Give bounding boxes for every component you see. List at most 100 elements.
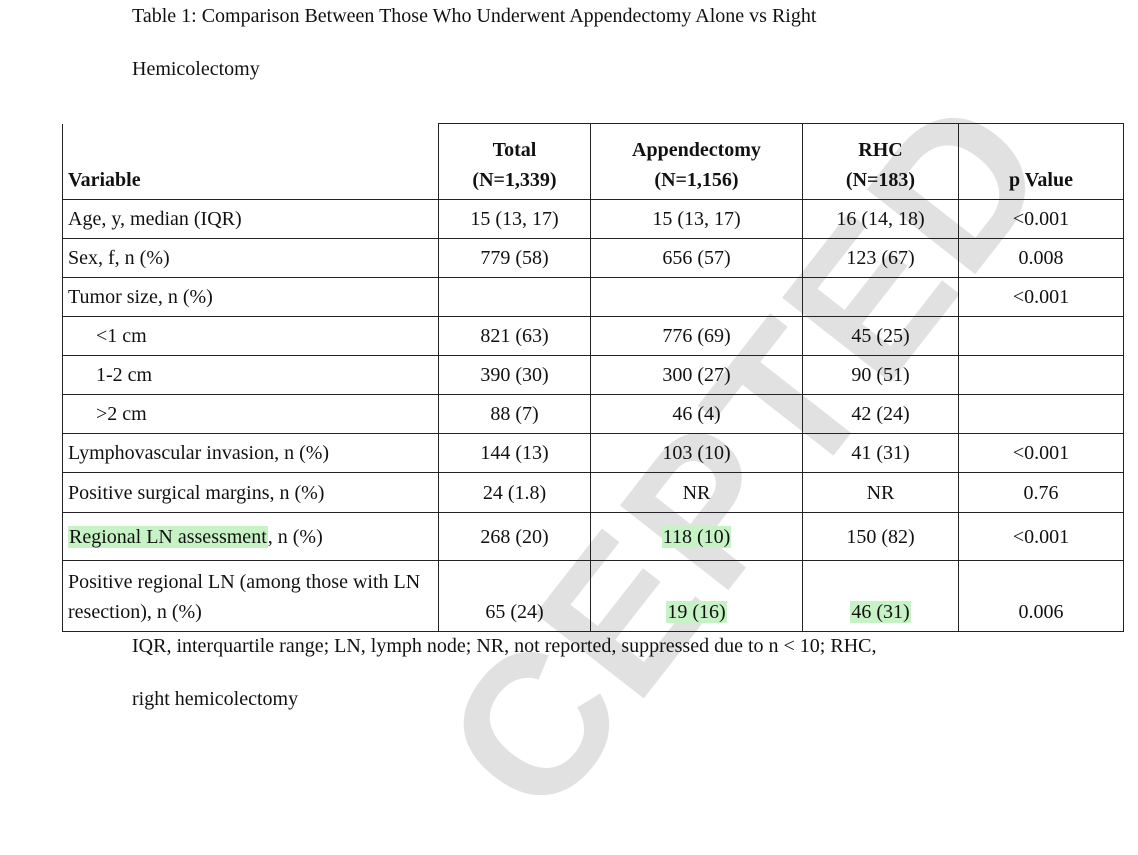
header-row: Variable Total (N=1,339) Appendectomy (N=1,1… <box>62 123 1124 200</box>
table-row: >2 cm 88 (7) 46 (4) 42 (24) <box>62 394 1124 434</box>
highlighted-text: Regional LN assessment <box>68 525 268 548</box>
cell-text: <0.001 <box>1012 442 1070 464</box>
value-cell: 90 (51) <box>802 355 959 395</box>
title-line: Hemicolectomy <box>132 58 260 80</box>
value-cell: 123 (67) <box>802 238 959 278</box>
value-cell: <0.001 <box>958 512 1124 561</box>
variable-cell: <1 cm <box>62 316 439 356</box>
value-cell: 779 (58) <box>438 238 591 278</box>
value-cell: <0.001 <box>958 199 1124 239</box>
cell-text: 1-2 cm <box>96 364 153 386</box>
value-cell: 821 (63) <box>438 316 591 356</box>
cell-text: <0.001 <box>1012 286 1070 308</box>
cell-text: 24 (1.8) <box>482 481 547 504</box>
cell-text: Sex, f, n (%) <box>68 247 170 269</box>
table-row: <1 cm 821 (63) 776 (69) 45 (25) <box>62 316 1124 356</box>
header-text: Appendectomy <box>632 139 761 161</box>
value-cell <box>438 277 591 317</box>
value-cell: 24 (1.8) <box>438 472 591 513</box>
table: Variable Total (N=1,339) Appendectomy (N=1,1… <box>62 123 1124 632</box>
footnote-line: IQR, interquartile range; LN, lymph node… <box>132 635 877 657</box>
header-cell: Appendectomy (N=1,156) <box>590 123 803 200</box>
cell-text: 300 (27) <box>662 364 731 386</box>
page: Table 1: Comparison Between Those Who Un… <box>62 5 1124 853</box>
highlighted-text: 118 (10) <box>661 525 732 548</box>
cell-text: 42 (24) <box>851 403 910 425</box>
value-cell: 15 (13, 17) <box>438 199 591 239</box>
value-cell: 390 (30) <box>438 355 591 395</box>
value-cell: 118 (10) <box>590 512 803 561</box>
value-cell: 0.76 <box>958 472 1124 513</box>
cell-text: 103 (10) <box>662 442 731 464</box>
cell-text: 16 (14, 18) <box>836 208 925 230</box>
cell-text: Age, y, median (IQR) <box>68 208 242 230</box>
value-cell: NR <box>802 472 959 513</box>
variable-cell: Regional LN assessment, n (%) <box>62 512 439 561</box>
title-line: Table 1: Comparison Between Those Who Un… <box>132 5 817 27</box>
value-cell: NR <box>590 472 803 513</box>
cell-text: 15 (13, 17) <box>470 208 559 230</box>
header-text: (N=183) <box>845 169 916 191</box>
header-text: (N=1,156) <box>654 169 739 191</box>
value-cell: 16 (14, 18) <box>802 199 959 239</box>
cell-text: >2 cm <box>96 403 147 425</box>
value-cell: 144 (13) <box>438 433 591 473</box>
cell-text: 656 (57) <box>662 247 731 269</box>
value-cell <box>958 394 1124 434</box>
value-cell <box>590 277 803 317</box>
cell-text: NR <box>866 481 895 504</box>
variable-cell: Positive regional LN (among those with L… <box>62 560 439 632</box>
variable-cell: >2 cm <box>62 394 439 434</box>
cell-text: 0.006 <box>1018 601 1064 623</box>
table-row: 1-2 cm 390 (30) 300 (27) 90 (51) <box>62 355 1124 395</box>
value-cell: 41 (31) <box>802 433 959 473</box>
value-cell: 45 (25) <box>802 316 959 356</box>
value-cell: 88 (7) <box>438 394 591 434</box>
cell-text: <0.001 <box>1012 525 1070 548</box>
table-row: Sex, f, n (%) 779 (58) 656 (57) 123 (67) 0.0… <box>62 238 1124 278</box>
variable-cell: Lymphovascular invasion, n (%) <box>62 433 439 473</box>
variable-cell: 1-2 cm <box>62 355 439 395</box>
variable-cell: Sex, f, n (%) <box>62 238 439 278</box>
cell-text: 0.76 <box>1023 481 1059 504</box>
cell-text: 150 (82) <box>846 525 915 548</box>
cell-text: Positive surgical margins, n (%) <box>68 481 325 504</box>
value-cell: 42 (24) <box>802 394 959 434</box>
table-row: Age, y, median (IQR) 15 (13, 17) 15 (13, 1… <box>62 199 1124 239</box>
header-text: Total <box>492 139 537 161</box>
table-row: Positive surgical margins, n (%) 24 (1.8)… <box>62 472 1124 513</box>
variable-cell: Tumor size, n (%) <box>62 277 439 317</box>
value-cell <box>958 355 1124 395</box>
cell-text: 390 (30) <box>480 364 549 386</box>
header-text: RHC <box>858 139 903 161</box>
table-row: Regional LN assessment, n (%) 268 (20) 118… <box>62 512 1124 561</box>
header-cell: p Value <box>958 123 1124 200</box>
cell-text: 46 (4) <box>672 403 721 425</box>
cell-text: 821 (63) <box>480 325 549 347</box>
value-cell: 776 (69) <box>590 316 803 356</box>
variable-cell: Positive surgical margins, n (%) <box>62 472 439 513</box>
cell-text: Lymphovascular invasion, n (%) <box>68 442 330 464</box>
value-cell: 656 (57) <box>590 238 803 278</box>
cell-text: 41 (31) <box>851 442 910 464</box>
header-cell: Variable <box>62 123 439 200</box>
variable-cell: Age, y, median (IQR) <box>62 199 439 239</box>
header-cell: RHC (N=183) <box>802 123 959 200</box>
cell-text: <1 cm <box>96 325 147 347</box>
header-text: (N=1,339) <box>472 169 557 191</box>
header-text: p Value <box>1009 169 1073 191</box>
highlighted-text: 19 (16) <box>666 601 727 623</box>
value-cell: <0.001 <box>958 277 1124 317</box>
value-cell: 0.006 <box>958 560 1124 632</box>
table-row: Lymphovascular invasion, n (%) 144 (13) 10… <box>62 433 1124 473</box>
value-cell: 46 (31) <box>802 560 959 632</box>
value-cell: 65 (24) <box>438 560 591 632</box>
cell-text: <0.001 <box>1012 208 1070 230</box>
value-cell: <0.001 <box>958 433 1124 473</box>
cell-text: 90 (51) <box>851 364 910 386</box>
header-cell: Total (N=1,339) <box>438 123 591 200</box>
cell-text: Positive regional LN (among those with L… <box>68 571 421 623</box>
cell-text: 144 (13) <box>480 442 549 464</box>
cell-text: Tumor size, n (%) <box>68 286 213 308</box>
cell-text: 776 (69) <box>662 325 731 347</box>
